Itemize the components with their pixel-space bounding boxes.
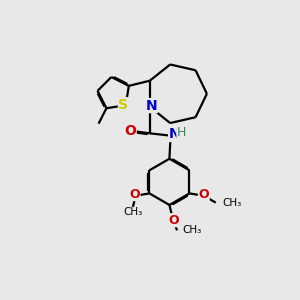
Text: O: O (129, 188, 140, 201)
Text: N: N (169, 128, 180, 142)
Text: N: N (146, 99, 158, 112)
Text: O: O (169, 214, 179, 227)
Text: H: H (177, 126, 186, 140)
Text: CH₃: CH₃ (123, 207, 142, 217)
Text: S: S (118, 98, 128, 112)
Text: O: O (124, 124, 136, 138)
Text: O: O (198, 188, 209, 201)
Text: CH₃: CH₃ (183, 225, 202, 236)
Text: CH₃: CH₃ (222, 198, 241, 208)
